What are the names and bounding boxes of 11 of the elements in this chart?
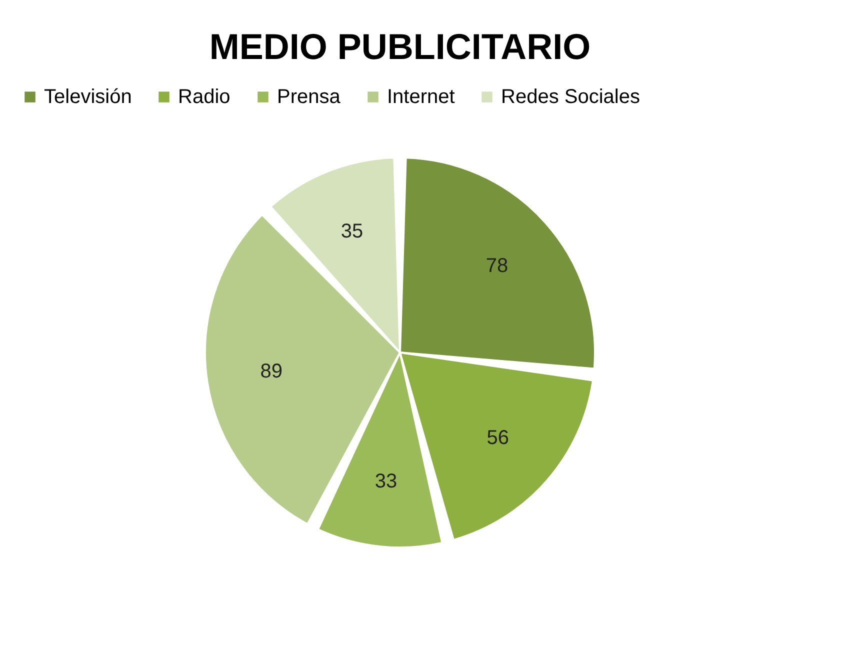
chart-title: MEDIO PUBLICITARIO	[209, 26, 591, 67]
data-label: 89	[260, 360, 283, 382]
legend-label: Prensa	[277, 86, 342, 108]
legend-label: Redes Sociales	[501, 86, 640, 108]
legend-label: Televisión	[44, 86, 132, 108]
data-label: 33	[374, 470, 398, 493]
data-label: 35	[340, 220, 364, 243]
data-label: 56	[486, 427, 510, 450]
legend-label: Internet	[387, 86, 456, 108]
legend-label: Radio	[178, 86, 230, 108]
data-label: 78	[486, 254, 508, 277]
